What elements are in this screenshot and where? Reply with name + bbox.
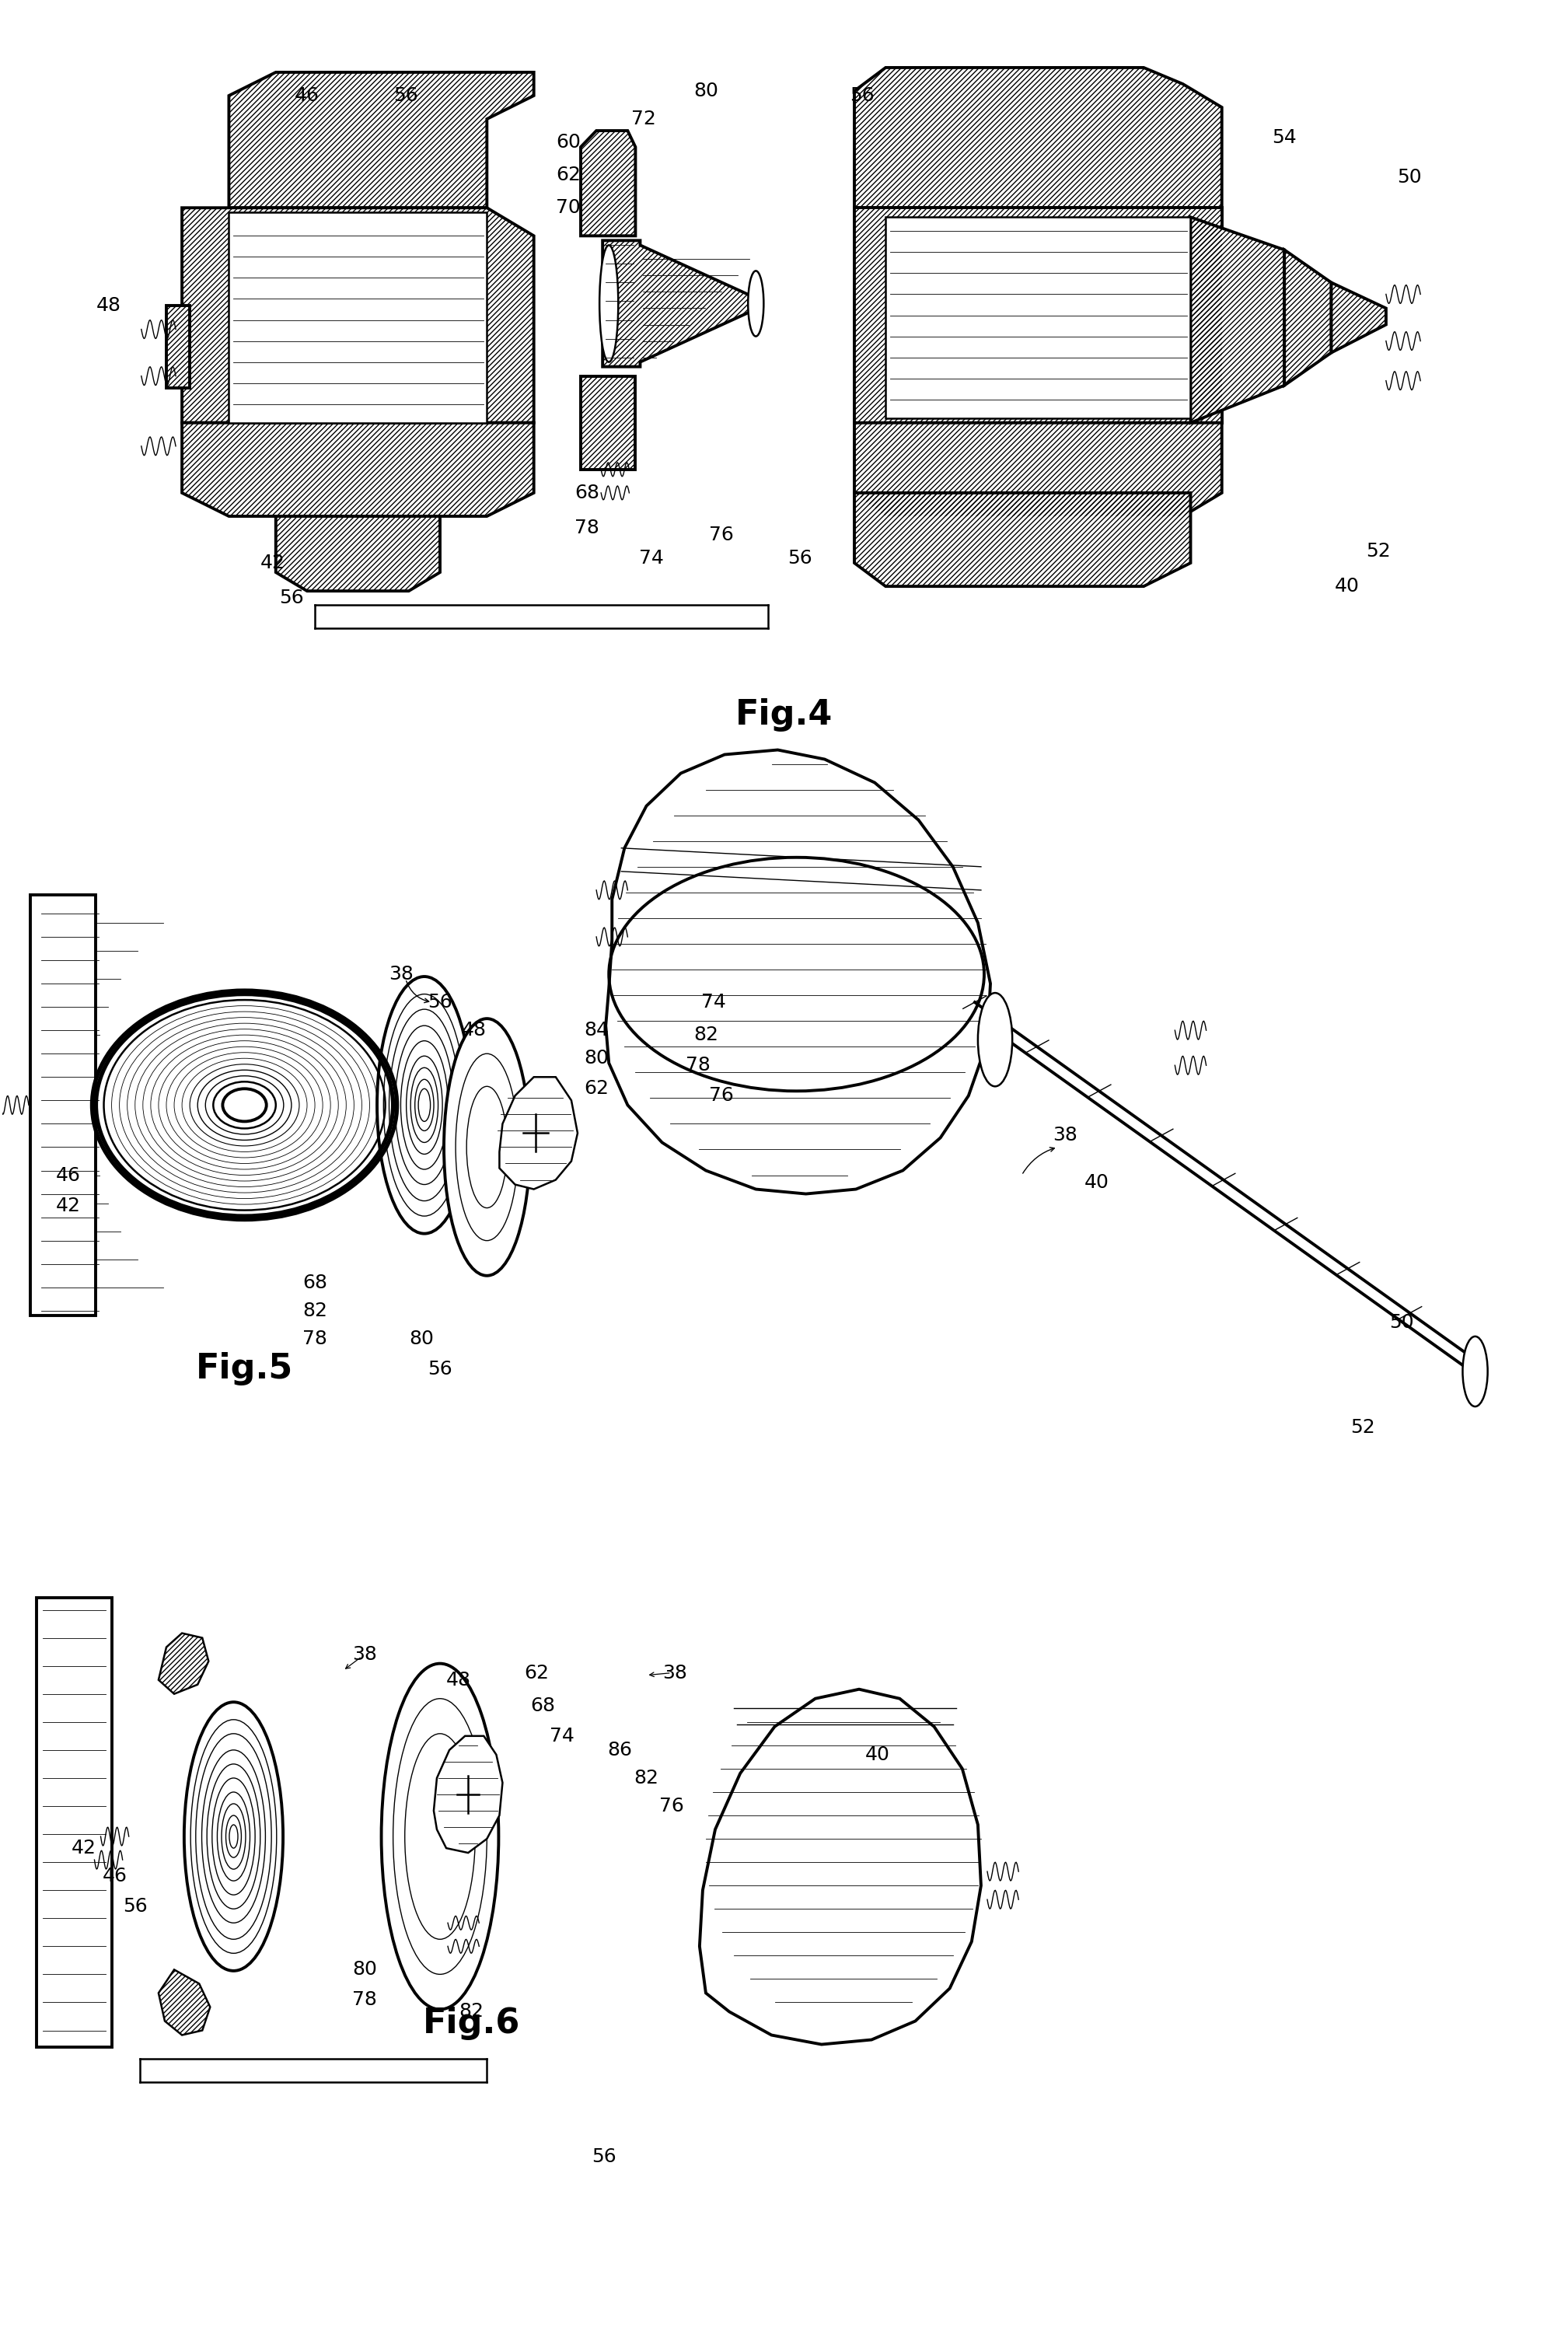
Text: 56: 56 xyxy=(591,2147,616,2165)
Ellipse shape xyxy=(599,246,618,363)
Bar xyxy=(36,1599,111,2046)
Text: 50: 50 xyxy=(1397,169,1422,187)
Text: 42: 42 xyxy=(260,552,285,571)
Polygon shape xyxy=(580,131,635,236)
Text: 82: 82 xyxy=(693,1025,718,1044)
Text: 52: 52 xyxy=(1350,1419,1375,1437)
Text: 62: 62 xyxy=(583,1079,608,1098)
Text: 38: 38 xyxy=(662,1664,687,1683)
Polygon shape xyxy=(605,749,991,1194)
Polygon shape xyxy=(855,424,1221,517)
Polygon shape xyxy=(1284,250,1331,386)
Polygon shape xyxy=(1190,218,1284,424)
Text: 56: 56 xyxy=(394,87,419,105)
Text: 76: 76 xyxy=(659,1798,684,1814)
Polygon shape xyxy=(166,307,190,389)
Text: 62: 62 xyxy=(555,166,580,185)
Text: 80: 80 xyxy=(583,1049,608,1067)
Polygon shape xyxy=(602,241,753,368)
Polygon shape xyxy=(886,218,1190,419)
Polygon shape xyxy=(229,73,533,208)
Polygon shape xyxy=(158,1634,209,1695)
Text: 62: 62 xyxy=(525,1664,549,1683)
Polygon shape xyxy=(434,1737,502,1852)
Text: 48: 48 xyxy=(447,1671,472,1690)
Text: 70: 70 xyxy=(557,199,580,218)
Text: 40: 40 xyxy=(1334,576,1359,595)
Text: 56: 56 xyxy=(850,87,875,105)
Text: 46: 46 xyxy=(295,87,320,105)
Text: 40: 40 xyxy=(1085,1173,1109,1192)
Text: 68: 68 xyxy=(530,1697,555,1716)
Text: 56: 56 xyxy=(428,993,452,1011)
Text: Fig.6: Fig.6 xyxy=(422,2006,521,2039)
Text: 74: 74 xyxy=(701,993,726,1011)
Polygon shape xyxy=(182,208,533,424)
Ellipse shape xyxy=(381,1664,499,2009)
Text: 38: 38 xyxy=(353,1646,378,1664)
Polygon shape xyxy=(158,1969,210,2034)
Text: 74: 74 xyxy=(549,1728,574,1746)
Text: 80: 80 xyxy=(353,1959,378,1978)
Text: 60: 60 xyxy=(555,133,580,152)
Polygon shape xyxy=(1331,283,1386,353)
Text: 82: 82 xyxy=(303,1302,328,1320)
Text: 80: 80 xyxy=(693,82,718,101)
Polygon shape xyxy=(699,1690,982,2044)
Ellipse shape xyxy=(978,993,1013,1086)
Text: 56: 56 xyxy=(428,1360,452,1379)
Polygon shape xyxy=(276,517,441,590)
Text: 76: 76 xyxy=(709,1086,734,1105)
Text: 84: 84 xyxy=(583,1021,608,1039)
Ellipse shape xyxy=(444,1018,530,1276)
Text: 78: 78 xyxy=(574,520,599,536)
Text: 54: 54 xyxy=(1272,129,1297,147)
Polygon shape xyxy=(229,213,488,424)
Text: 56: 56 xyxy=(787,548,812,567)
Text: 40: 40 xyxy=(866,1746,891,1765)
Text: 42: 42 xyxy=(71,1838,96,1856)
Text: 72: 72 xyxy=(630,110,655,129)
Text: 82: 82 xyxy=(459,2002,483,2020)
Text: 46: 46 xyxy=(102,1866,127,1885)
Text: 68: 68 xyxy=(574,485,599,503)
Text: Fig.5: Fig.5 xyxy=(196,1353,293,1386)
Text: 76: 76 xyxy=(709,527,734,543)
Text: 78: 78 xyxy=(303,1330,328,1348)
Polygon shape xyxy=(182,424,533,517)
Ellipse shape xyxy=(748,272,764,337)
Text: 42: 42 xyxy=(55,1196,80,1215)
Text: 48: 48 xyxy=(463,1021,486,1039)
Text: 38: 38 xyxy=(389,964,414,983)
Text: 46: 46 xyxy=(55,1166,80,1185)
Text: 48: 48 xyxy=(96,297,121,316)
Text: 56: 56 xyxy=(279,588,304,606)
Text: 78: 78 xyxy=(353,1990,378,2009)
Text: Fig.4: Fig.4 xyxy=(735,698,833,733)
Text: 56: 56 xyxy=(122,1896,147,1915)
Text: 80: 80 xyxy=(409,1330,434,1348)
Text: 78: 78 xyxy=(685,1056,710,1075)
Text: 68: 68 xyxy=(303,1274,328,1292)
Polygon shape xyxy=(580,377,635,471)
Bar xyxy=(30,894,96,1316)
Ellipse shape xyxy=(1463,1337,1488,1407)
Text: 86: 86 xyxy=(607,1742,632,1760)
Text: 52: 52 xyxy=(1366,543,1391,559)
Text: 74: 74 xyxy=(638,548,663,567)
Text: 38: 38 xyxy=(1054,1126,1077,1145)
Polygon shape xyxy=(500,1077,577,1189)
Text: 82: 82 xyxy=(633,1770,659,1789)
Polygon shape xyxy=(855,68,1221,208)
Text: 50: 50 xyxy=(1389,1313,1414,1332)
Polygon shape xyxy=(855,494,1190,585)
Polygon shape xyxy=(855,208,1221,424)
